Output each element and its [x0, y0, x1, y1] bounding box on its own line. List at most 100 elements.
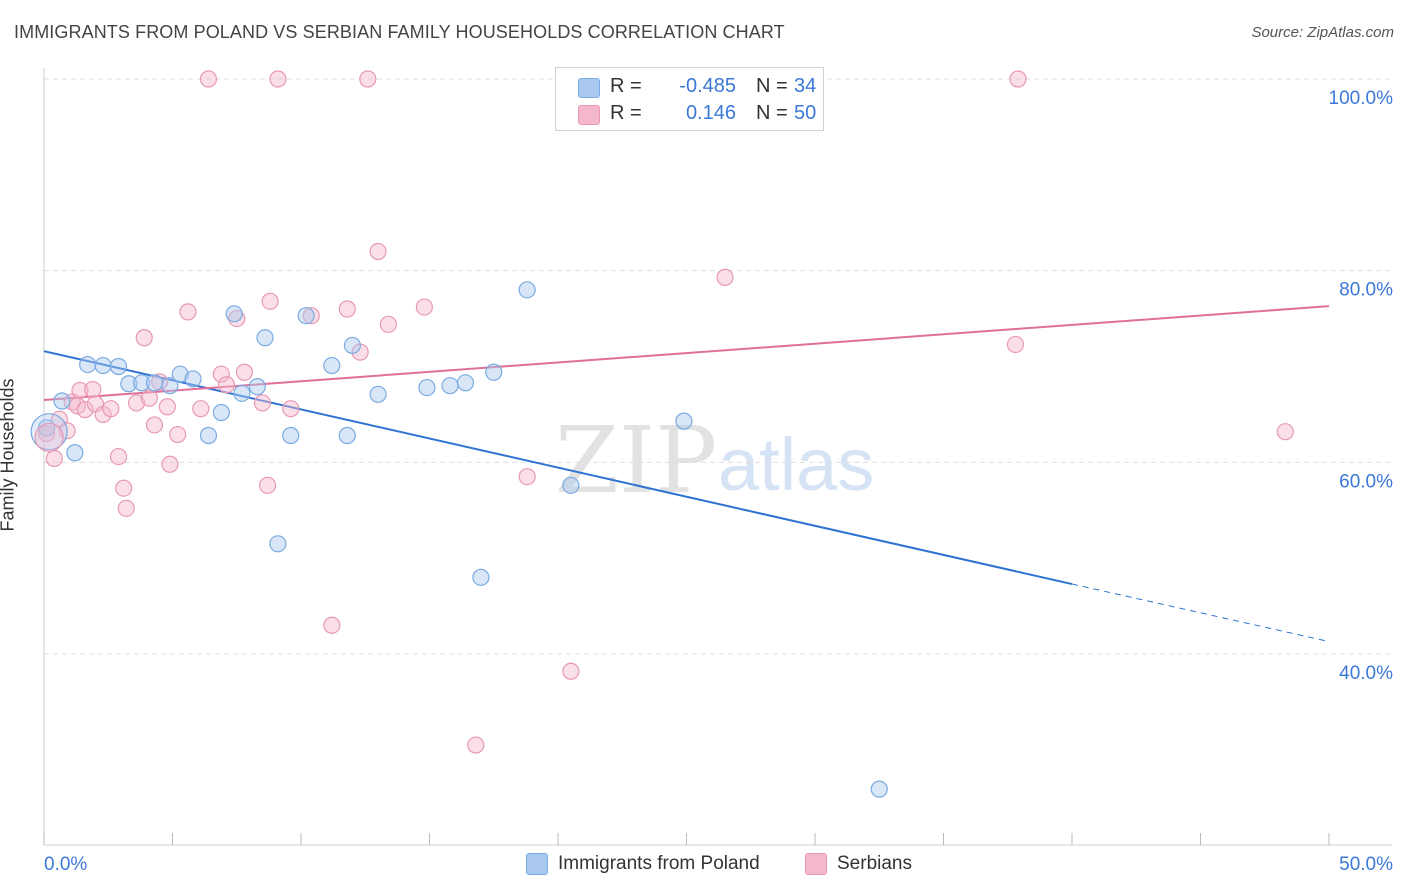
point-serbians [562, 662, 580, 680]
watermark-zip: ZIP [555, 407, 717, 514]
point-serbians [282, 400, 300, 418]
point-serbians [151, 373, 169, 391]
trend-line-serbians [43, 305, 1330, 402]
legend-n-label: N = [756, 75, 788, 97]
bottom-swatch-poland [526, 853, 548, 875]
point-poland [184, 370, 202, 388]
point-serbians [45, 449, 63, 468]
point-poland [562, 476, 580, 494]
legend-r-label: R = [610, 75, 642, 97]
point-poland [441, 377, 459, 395]
trend-line-poland-extrapolated [1071, 583, 1330, 643]
point-serbians [192, 400, 210, 418]
y-tick-label: 60.0% [1339, 471, 1393, 492]
bottom-swatch-serbians [805, 853, 827, 875]
bottom-label-serbians: Serbians [837, 853, 912, 874]
point-poland [79, 355, 97, 374]
y-tick-label: 80.0% [1339, 280, 1393, 301]
point-serbians [379, 315, 397, 333]
point-serbians-cluster [34, 422, 64, 453]
point-poland [282, 426, 300, 445]
point-poland [472, 568, 490, 586]
point-poland [343, 336, 361, 355]
point-poland [369, 385, 387, 403]
point-poland [675, 412, 693, 430]
trend-line-poland [43, 350, 1073, 586]
legend-swatch-serbians [578, 105, 600, 125]
x-tick-label-min: 0.0% [44, 854, 87, 875]
point-serbians [1006, 335, 1025, 354]
y-axis-label: Family Households [0, 378, 18, 532]
point-serbians [338, 300, 356, 318]
point-poland [133, 374, 151, 392]
bottom-label-poland: Immigrants from Poland [558, 853, 760, 874]
point-serbians [140, 389, 158, 407]
point-serbians [169, 425, 187, 444]
point-poland [456, 374, 475, 392]
point-serbians [1009, 70, 1027, 88]
point-serbians [415, 298, 433, 316]
point-serbians [84, 380, 102, 399]
point-serbians [253, 394, 272, 412]
point-serbians [115, 479, 133, 497]
point-poland-cluster [30, 413, 68, 451]
point-poland [269, 535, 287, 553]
point-poland [53, 392, 71, 410]
point-poland [225, 305, 243, 323]
point-serbians [217, 376, 236, 394]
point-poland [518, 281, 536, 299]
legend-n-value: 34 [794, 75, 817, 97]
point-serbians [261, 292, 279, 310]
point-serbians [258, 476, 277, 494]
point-serbians [102, 400, 120, 418]
y-tick-label: 40.0% [1339, 663, 1393, 684]
y-tick-label: 100.0% [1329, 88, 1394, 109]
point-serbians [716, 268, 734, 286]
point-poland [418, 378, 436, 397]
point-poland [256, 329, 274, 347]
point-serbians [1276, 423, 1294, 441]
axes [43, 68, 1392, 846]
source-label: Source: ZipAtlas.com [1251, 24, 1394, 41]
point-poland [212, 403, 230, 422]
legend-swatch-poland [578, 78, 600, 98]
point-serbians [117, 499, 135, 517]
chart-title: IMMIGRANTS FROM POLAND VS SERBIAN FAMILY… [14, 22, 785, 42]
point-poland [66, 444, 84, 462]
legend-r-value: 0.146 [685, 102, 736, 124]
point-serbians [76, 401, 94, 419]
point-serbians [161, 455, 179, 473]
point-serbians [212, 365, 230, 383]
point-serbians [518, 468, 536, 486]
point-poland [199, 426, 218, 445]
point-poland [338, 426, 356, 445]
point-poland [161, 377, 179, 395]
point-serbians [37, 424, 56, 443]
point-serbians [302, 307, 320, 325]
tick-labels: 40.0% 60.0% 80.0% 100.0% 0.0% 50.0% [44, 88, 1393, 875]
legend-r-label: R = [610, 102, 642, 124]
point-serbians [158, 398, 176, 416]
point-poland [94, 356, 112, 375]
point-serbians [235, 363, 254, 381]
point-serbians [145, 416, 164, 434]
x-tick-label-max: 50.0% [1339, 854, 1393, 875]
point-serbians [135, 329, 153, 347]
point-serbians [71, 381, 89, 400]
point-serbians [179, 303, 197, 321]
point-poland [248, 378, 266, 396]
point-poland [870, 780, 888, 798]
point-poland [323, 356, 341, 375]
watermark-atlas: atlas [718, 423, 874, 506]
point-poland [109, 357, 128, 376]
data-points [30, 70, 1294, 798]
legend-r-value: -0.485 [679, 75, 736, 97]
point-poland [120, 375, 138, 393]
point-serbians [199, 70, 218, 88]
point-serbians [127, 394, 146, 412]
trend-lines [43, 305, 1330, 643]
point-serbians [109, 447, 128, 466]
point-poland [171, 365, 189, 383]
legend-n-value: 50 [794, 102, 817, 124]
